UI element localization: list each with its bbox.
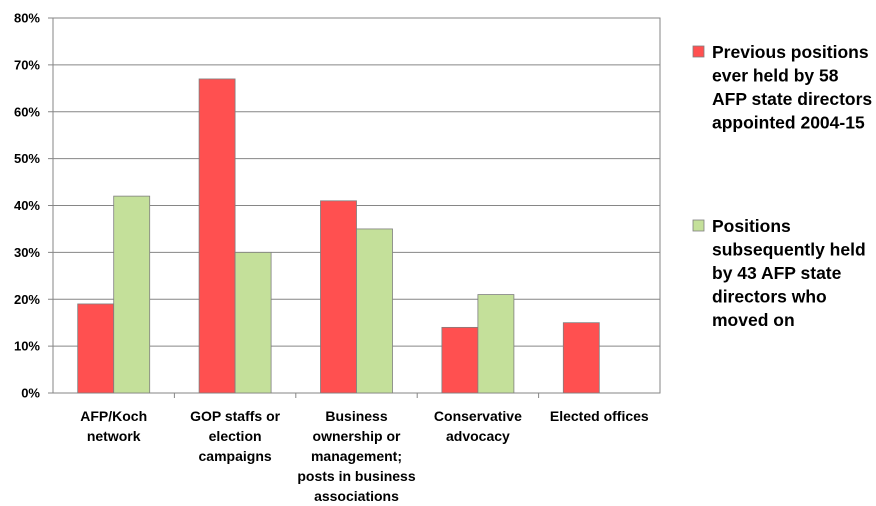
y-tick-label: 80% [14,11,40,26]
legend-label-line: subsequently held [712,240,866,260]
legend: Previous positions ever held by 58 AFP sta… [692,42,872,330]
x-category-label-line: election [209,428,262,444]
legend-label-line: ever held by 58 [712,66,839,86]
bar-subsequent-3 [477,294,515,394]
y-axis-ticks: 0% 10% 20% 30% 40% 50% 60% 70% 80% [14,11,53,401]
x-category-label: GOP staffs or election campaigns [190,408,281,464]
x-category-label-line: advocacy [446,428,510,444]
legend-label-line: Previous positions [712,42,869,62]
x-category-label: Elected offices [550,408,649,424]
bar-previous-4 [562,322,600,394]
bar-subsequent-0 [113,195,151,394]
x-category-label-line: Business [325,408,387,424]
x-category-label-line: network [87,428,141,444]
y-tick-label: 0% [21,386,40,401]
y-tick-label: 50% [14,151,40,166]
x-category-label-line: GOP staffs or [190,408,281,424]
legend-swatch [692,219,705,232]
y-tick-label: 30% [14,245,40,260]
legend-label: Previous positions ever held by 58 AFP sta… [712,42,872,133]
x-category-label-line: AFP/Koch [80,408,147,424]
x-category-label-line: Conservative [434,408,522,424]
bar-previous-0 [77,303,115,394]
x-category-label-line: campaigns [199,448,272,464]
legend-label-line: appointed 2004-15 [712,113,865,133]
legend-label-line: moved on [712,310,795,330]
x-category-label: AFP/Koch network [80,408,147,444]
x-category-label-line: posts in business [297,468,415,484]
legend-label-line: by 43 AFP state [712,263,842,283]
bar-subsequent-2 [356,228,393,394]
bar-previous-3 [441,326,479,394]
legend-label-line: directors who [712,287,827,307]
y-tick-label: 10% [14,339,40,354]
bar-subsequent-1 [234,251,272,394]
x-category-label-line: associations [314,488,399,504]
y-tick-label: 60% [14,104,40,119]
legend-swatch [692,45,705,58]
x-category-label-line: management; [311,448,402,464]
x-category-label-line: Elected offices [550,408,649,424]
bars [77,78,600,398]
bar-previous-2 [320,200,357,394]
y-tick-label: 40% [14,198,40,213]
x-category-label: Business ownership or management; posts in … [297,408,415,504]
bar-previous-1 [198,78,236,394]
legend-label-line: Positions [712,216,791,236]
legend-label: Positions subsequently held by 43 AFP stat… [712,216,866,330]
x-axis-labels: AFP/Koch network GOP staffs or election camp… [80,408,649,504]
y-tick-label: 20% [14,292,40,307]
x-category-label: Conservative advocacy [434,408,522,444]
legend-label-line: AFP state directors [712,89,872,109]
x-category-label-line: ownership or [313,428,401,444]
y-tick-label: 70% [14,57,40,72]
